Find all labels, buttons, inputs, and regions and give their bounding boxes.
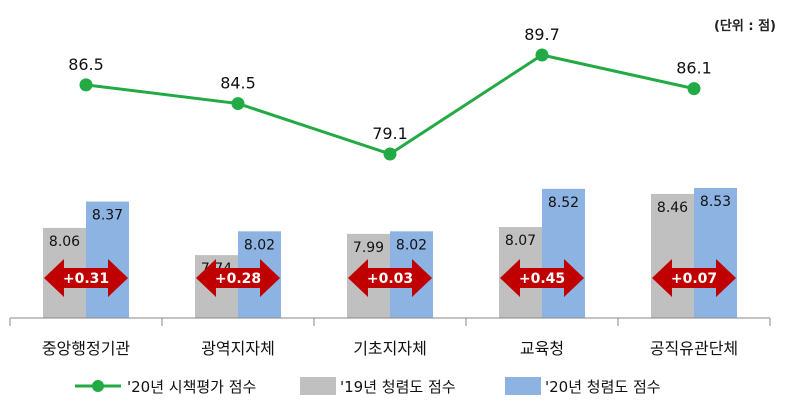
difference-label: +0.07 [671, 271, 717, 287]
legend-bar-swatch [505, 377, 541, 395]
difference-label: +0.31 [63, 271, 109, 287]
bar-value-label: 8.52 [548, 195, 579, 211]
line-point [535, 48, 549, 62]
legend-line-marker [92, 380, 104, 392]
line-point [383, 147, 397, 161]
difference-arrow [44, 259, 128, 297]
line-point [687, 82, 701, 96]
bar-value-label: 8.02 [244, 237, 275, 253]
bar [651, 193, 694, 318]
bar-value-label: 8.37 [92, 208, 123, 224]
difference-arrow [500, 259, 584, 297]
legend-bar-swatch [300, 377, 336, 395]
category-label: 기초지자체 [353, 339, 427, 358]
category-label: 교육청 [520, 339, 564, 358]
line-value-label: 84.5 [220, 74, 256, 93]
difference-arrow [348, 259, 432, 297]
category-label: 중앙행정기관 [42, 339, 131, 358]
difference-arrow [196, 259, 280, 297]
difference-label: +0.45 [519, 271, 565, 287]
category-label: 광역지자체 [201, 339, 275, 358]
bar [542, 188, 585, 318]
bar-value-label: 8.53 [700, 194, 731, 210]
line-point [231, 97, 245, 111]
legend-label: '20년 청렴도 점수 [545, 378, 661, 396]
line-value-label: 89.7 [524, 25, 560, 44]
bar-value-label: 7.99 [353, 240, 384, 256]
difference-arrow [652, 259, 736, 297]
bar-value-label: 8.07 [505, 233, 536, 249]
line-point [79, 78, 93, 92]
bar-value-label: 8.06 [49, 234, 80, 250]
bar-value-label: 8.46 [657, 200, 688, 216]
bar [694, 187, 737, 318]
legend-label: '19년 청렴도 점수 [340, 378, 456, 396]
bar-value-label: 8.02 [396, 237, 427, 253]
line-value-label: 86.5 [68, 55, 104, 74]
bar [86, 201, 129, 318]
difference-label: +0.28 [215, 271, 261, 287]
line-value-label: 86.1 [676, 59, 712, 78]
line-value-label: 79.1 [372, 124, 408, 143]
legend-label: '20년 시책평가 점수 [127, 378, 256, 396]
category-label: 공직유관단체 [650, 339, 738, 358]
difference-label: +0.03 [367, 271, 413, 287]
unit-label: (단위 : 점) [713, 19, 776, 34]
